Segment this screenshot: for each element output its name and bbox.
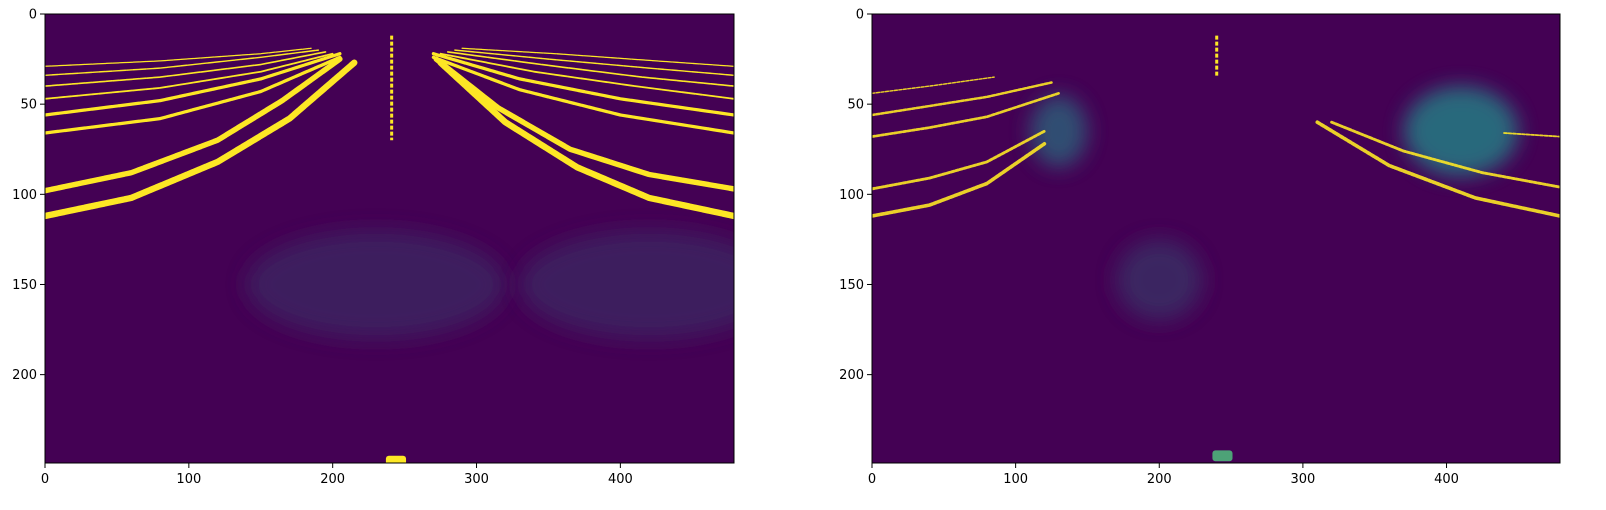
y-tick-label: 200 (12, 368, 37, 383)
x-tick-label: 100 (1003, 472, 1028, 487)
y-tick-label: 100 (12, 188, 37, 203)
axes-frame (44, 13, 735, 464)
y-tick-label: 100 (839, 188, 864, 203)
bright-blob (385, 455, 407, 463)
faint-region-2 (1116, 239, 1203, 321)
right-lane-line-0 (1315, 120, 1560, 218)
right-lane-line-1 (433, 56, 734, 192)
x-tick-label: 100 (176, 472, 201, 487)
left-lane-line-0 (45, 59, 358, 220)
left-lane-line-2 (45, 55, 342, 135)
x-tick-label: 200 (320, 472, 345, 487)
right-lane-line-5 (446, 51, 734, 87)
left-lane-line-6 (45, 49, 320, 77)
left-lane-line-1 (872, 129, 1046, 191)
right-lane-line-6 (454, 49, 734, 77)
heatmap-image (872, 14, 1560, 463)
left-lane-line-5 (45, 51, 327, 87)
left-lane-line-1 (45, 56, 343, 194)
x-tick-label: 400 (608, 472, 633, 487)
y-tick-label: 0 (856, 8, 864, 23)
left-lane-line-4 (45, 52, 334, 100)
left-lane-line-7 (45, 47, 312, 67)
right-lane-line-2 (431, 55, 734, 135)
left-lane-line-4 (872, 76, 995, 95)
heatmap-background (872, 14, 1560, 463)
right-lane-line-4 (439, 52, 734, 100)
left-lane-line-0 (872, 141, 1047, 218)
right-lane-line-1 (1330, 120, 1560, 189)
right-lane-line-7 (461, 47, 734, 67)
faint-region-0 (246, 230, 506, 339)
y-tick-label: 200 (839, 368, 864, 383)
faint-region-1 (519, 230, 734, 339)
right-lane-line-2 (1503, 132, 1560, 138)
right-panel: 0 100 200 300 400 0 50 100 150 200 (839, 8, 1561, 487)
left-lane-line-3 (45, 52, 342, 117)
y-tick-label: 50 (20, 98, 37, 113)
x-tick-label: 0 (868, 472, 876, 487)
y-tick-label: 150 (839, 278, 864, 293)
right-lane-line-3 (431, 52, 734, 117)
left-lane-line-3 (872, 81, 1053, 117)
x-tick-label: 300 (1290, 472, 1315, 487)
axes-frame (871, 13, 1561, 464)
right-lane-line-0 (437, 59, 734, 220)
bright-blob (1212, 450, 1233, 462)
heatmap-image (45, 14, 734, 463)
y-tick-label: 0 (29, 8, 37, 23)
x-tick-label: 300 (464, 472, 489, 487)
y-tick-label: 150 (12, 278, 37, 293)
x-tick-label: 400 (1434, 472, 1459, 487)
faint-region-0 (1029, 95, 1088, 168)
y-tick-label: 50 (847, 98, 864, 113)
x-tick-label: 200 (1147, 472, 1172, 487)
left-panel: 0 100 200 300 400 0 50 100 150 200 (12, 8, 735, 487)
left-lane-line-2 (872, 91, 1061, 138)
faint-region-1 (1403, 86, 1519, 177)
x-tick-label: 0 (41, 472, 49, 487)
